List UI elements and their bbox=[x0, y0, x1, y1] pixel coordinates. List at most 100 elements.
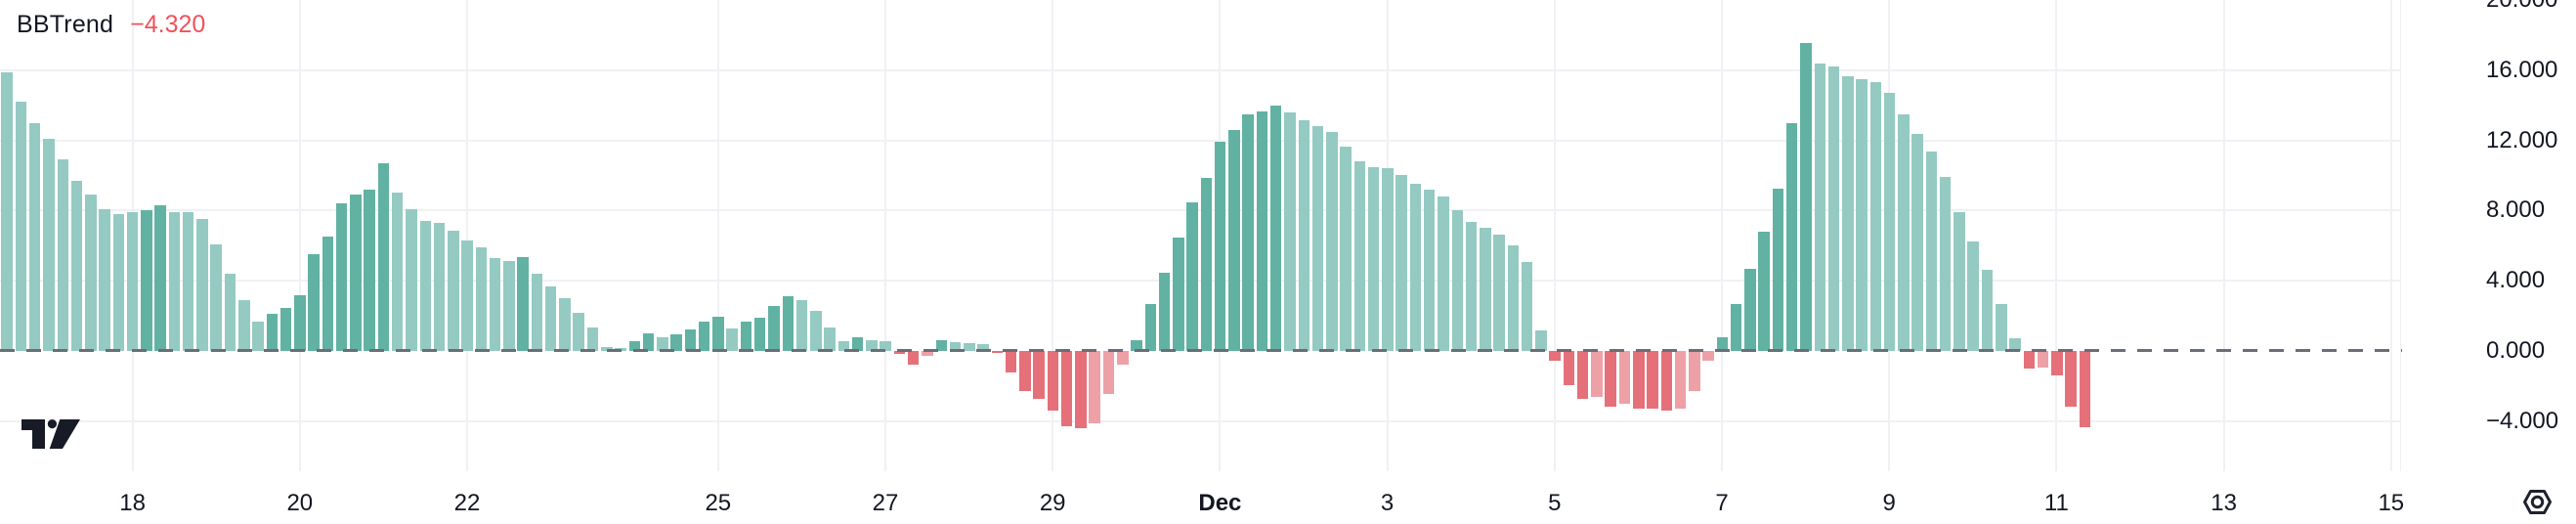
histogram-bar bbox=[433, 223, 446, 351]
x-axis-label: 22 bbox=[453, 490, 481, 516]
histogram-bar bbox=[1730, 303, 1742, 351]
histogram-bar bbox=[1438, 196, 1449, 351]
histogram-bar bbox=[1674, 351, 1687, 410]
histogram-bar bbox=[893, 351, 906, 354]
histogram-bar bbox=[1256, 111, 1268, 351]
histogram-bar bbox=[1423, 189, 1436, 351]
histogram-bar bbox=[1772, 189, 1784, 351]
histogram-bar bbox=[1689, 351, 1700, 392]
gridline-vertical bbox=[1553, 0, 1556, 471]
histogram-bar bbox=[837, 341, 850, 351]
histogram-bar bbox=[377, 162, 390, 351]
histogram-bar bbox=[628, 341, 641, 351]
x-axis-label: 25 bbox=[705, 490, 732, 516]
histogram-bar bbox=[824, 327, 836, 351]
histogram-bar bbox=[1409, 183, 1422, 351]
x-axis-label: 7 bbox=[1715, 490, 1729, 516]
y-axis-label: −4.000 bbox=[2486, 407, 2559, 434]
x-axis-label: 20 bbox=[286, 490, 314, 516]
histogram-bar bbox=[1911, 134, 1923, 351]
histogram-bar bbox=[1618, 351, 1631, 404]
histogram-bar bbox=[1827, 66, 1840, 351]
histogram-bar bbox=[753, 317, 766, 351]
histogram-bar bbox=[1200, 178, 1213, 351]
gridline-horizontal bbox=[0, 209, 2400, 212]
histogram-bar bbox=[1075, 351, 1087, 428]
y-axis-label: 12.000 bbox=[2486, 126, 2558, 153]
histogram-bar bbox=[1605, 351, 1616, 408]
histogram-bar bbox=[782, 295, 794, 351]
histogram-bar bbox=[544, 285, 557, 351]
histogram-bar bbox=[768, 306, 780, 351]
histogram-bar bbox=[907, 351, 920, 365]
histogram-bar bbox=[322, 237, 334, 351]
x-axis-label: 18 bbox=[119, 490, 146, 516]
histogram-bar bbox=[224, 274, 236, 351]
gridline-horizontal bbox=[0, 139, 2400, 142]
histogram-bar bbox=[1856, 78, 1868, 351]
histogram-bar bbox=[517, 257, 529, 351]
histogram-bar bbox=[294, 294, 306, 351]
histogram-bar bbox=[1367, 166, 1380, 351]
histogram-bar bbox=[1521, 261, 1533, 351]
x-axis-label: Dec bbox=[1198, 490, 1242, 516]
histogram-bar bbox=[2009, 338, 2021, 351]
gridline-vertical bbox=[884, 0, 886, 471]
histogram-bar bbox=[964, 342, 975, 351]
histogram-bar bbox=[642, 333, 655, 351]
histogram-bar bbox=[99, 208, 110, 351]
histogram-bar bbox=[210, 243, 222, 351]
tradingview-logo-icon[interactable] bbox=[21, 418, 82, 450]
histogram-bar bbox=[795, 299, 808, 351]
histogram-bar bbox=[182, 212, 194, 351]
histogram-bar bbox=[1758, 231, 1770, 351]
histogram-bar bbox=[726, 328, 738, 351]
histogram-bar bbox=[1131, 340, 1142, 351]
histogram-bar bbox=[1535, 329, 1547, 351]
y-axis-label: 8.000 bbox=[2486, 196, 2546, 224]
histogram-bar bbox=[70, 180, 83, 351]
indicator-title[interactable]: BBTrend bbox=[17, 11, 114, 38]
histogram-bar bbox=[1326, 131, 1338, 351]
histogram-bar bbox=[279, 308, 292, 351]
histogram-bar bbox=[1660, 351, 1673, 411]
histogram-bar bbox=[1298, 120, 1310, 351]
gridline-horizontal bbox=[0, 419, 2400, 422]
histogram-bar bbox=[1925, 152, 1938, 351]
histogram-bar bbox=[112, 214, 125, 351]
gridline-horizontal bbox=[0, 68, 2400, 71]
gridline-vertical bbox=[716, 0, 719, 471]
histogram-bar bbox=[1996, 304, 2007, 351]
histogram-bar bbox=[154, 205, 166, 351]
histogram-bar bbox=[1019, 351, 1031, 392]
price-axis-border bbox=[2400, 0, 2401, 471]
gridline-vertical bbox=[2389, 0, 2392, 471]
y-axis-label: 0.000 bbox=[2486, 337, 2546, 364]
histogram-bar bbox=[1242, 113, 1254, 351]
histogram-bar bbox=[935, 340, 948, 351]
histogram-bar bbox=[1576, 351, 1589, 400]
histogram-bar bbox=[1647, 351, 1658, 410]
histogram-bar bbox=[1800, 43, 1812, 351]
gridline-vertical bbox=[1052, 0, 1054, 471]
x-axis-label: 15 bbox=[2378, 490, 2405, 516]
histogram-bar bbox=[1340, 146, 1352, 351]
histogram-bar bbox=[1353, 161, 1366, 351]
x-axis-label: 13 bbox=[2211, 490, 2237, 516]
histogram-bar bbox=[1060, 351, 1073, 427]
histogram-bar bbox=[1144, 304, 1157, 351]
indicator-value: −4.320 bbox=[130, 11, 206, 38]
histogram-bar bbox=[1311, 126, 1324, 351]
histogram-bar bbox=[1591, 351, 1603, 397]
histogram-bar bbox=[1967, 240, 1979, 351]
histogram-bar bbox=[364, 189, 375, 351]
histogram-bar bbox=[461, 240, 473, 351]
histogram-bar bbox=[1033, 351, 1045, 400]
histogram-bar bbox=[1981, 270, 1994, 351]
x-axis-label: 29 bbox=[1039, 490, 1066, 516]
histogram-bar bbox=[15, 102, 27, 351]
gridline-vertical bbox=[2055, 0, 2058, 471]
settings-gear-icon[interactable] bbox=[2521, 486, 2554, 518]
histogram-bar bbox=[1563, 351, 1575, 385]
